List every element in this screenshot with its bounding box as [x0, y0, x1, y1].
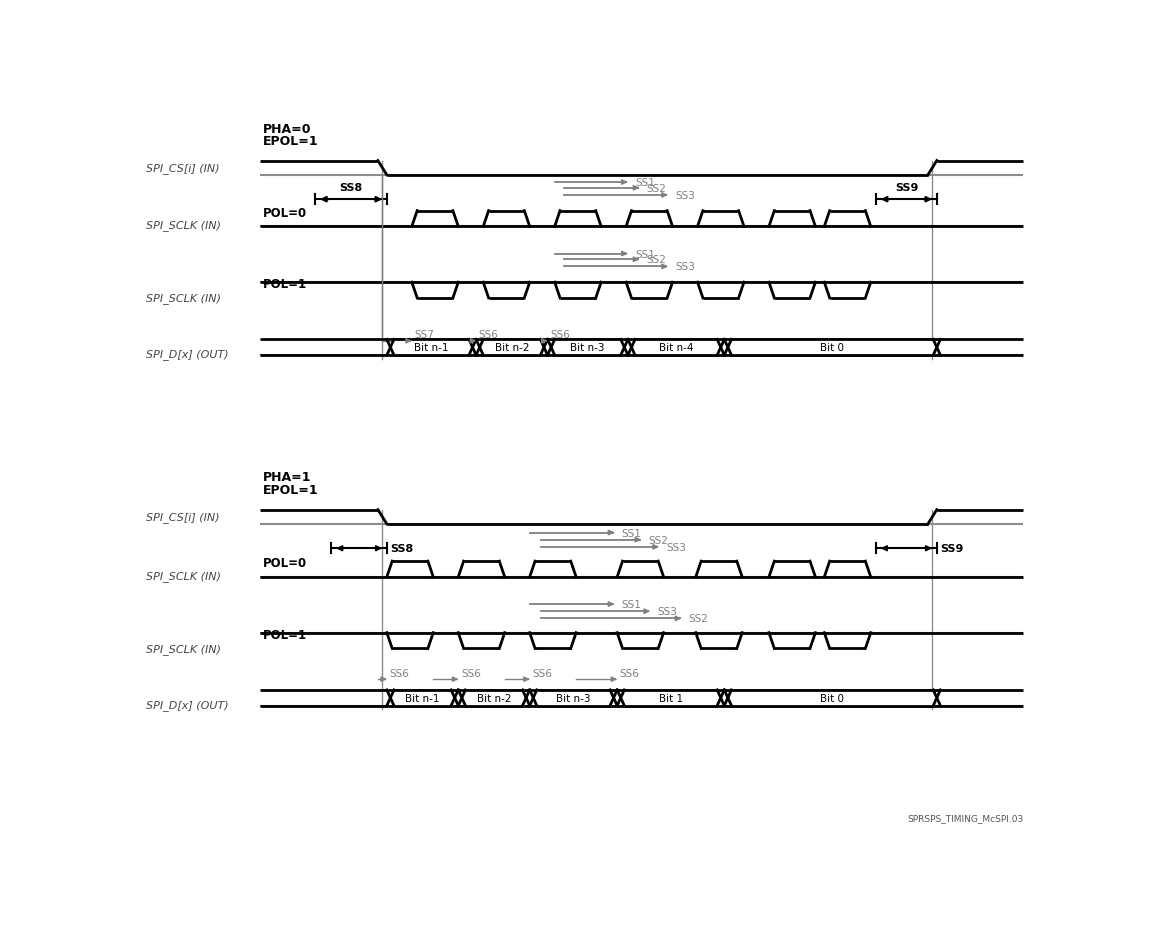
Text: Bit 0: Bit 0 [820, 342, 844, 353]
Text: SS6: SS6 [461, 668, 480, 678]
Text: EPOL=1: EPOL=1 [263, 483, 318, 496]
Text: POL=1: POL=1 [263, 628, 306, 641]
Text: SS2: SS2 [646, 184, 667, 194]
Text: SPI_D[x] (OUT): SPI_D[x] (OUT) [146, 699, 228, 710]
Text: SS7: SS7 [415, 330, 434, 340]
Text: SS6: SS6 [479, 330, 499, 340]
Text: POL=0: POL=0 [263, 206, 306, 219]
Text: SS1: SS1 [622, 599, 642, 610]
Text: SPRSPS_TIMING_McSPI.03: SPRSPS_TIMING_McSPI.03 [907, 813, 1023, 822]
Text: Bit n-4: Bit n-4 [659, 342, 694, 353]
Text: Bit n-1: Bit n-1 [415, 342, 449, 353]
Text: SS2: SS2 [689, 613, 708, 624]
Text: Bit n-3: Bit n-3 [556, 693, 591, 703]
Text: PHA=0: PHA=0 [263, 122, 311, 135]
Text: SS6: SS6 [620, 668, 639, 678]
Text: SS2: SS2 [646, 255, 667, 265]
Text: SS1: SS1 [635, 178, 655, 187]
Text: SS9: SS9 [940, 544, 964, 554]
Text: EPOL=1: EPOL=1 [263, 135, 318, 148]
Text: PHA=1: PHA=1 [263, 470, 311, 483]
Text: SPI_CS[i] (IN): SPI_CS[i] (IN) [146, 163, 219, 174]
Text: SS3: SS3 [658, 607, 677, 616]
Text: Bit 0: Bit 0 [820, 693, 844, 703]
Text: SS6: SS6 [532, 668, 552, 678]
Text: Bit n-3: Bit n-3 [570, 342, 605, 353]
Text: SS1: SS1 [622, 528, 642, 538]
Text: SPI_SCLK (IN): SPI_SCLK (IN) [146, 293, 221, 304]
Text: SS9: SS9 [895, 183, 918, 193]
Text: Bit 1: Bit 1 [659, 693, 683, 703]
Text: SPI_CS[i] (IN): SPI_CS[i] (IN) [146, 511, 219, 522]
Text: SPI_D[x] (OUT): SPI_D[x] (OUT) [146, 349, 228, 360]
Text: SS1: SS1 [635, 250, 655, 259]
Text: Bit n-2: Bit n-2 [477, 693, 511, 703]
Text: SS3: SS3 [675, 190, 695, 200]
Text: SS3: SS3 [666, 542, 687, 552]
Text: SS3: SS3 [675, 262, 695, 272]
Text: POL=0: POL=0 [263, 557, 306, 570]
Text: Bit n-1: Bit n-1 [406, 693, 440, 703]
Text: Bit n-2: Bit n-2 [494, 342, 529, 353]
Text: SS6: SS6 [389, 668, 409, 678]
Text: SPI_SCLK (IN): SPI_SCLK (IN) [146, 220, 221, 231]
Text: SS8: SS8 [391, 544, 414, 554]
Text: SS8: SS8 [340, 183, 363, 193]
Text: POL=1: POL=1 [263, 277, 306, 290]
Text: SPI_SCLK (IN): SPI_SCLK (IN) [146, 571, 221, 581]
Text: SS6: SS6 [551, 330, 570, 340]
Text: SPI_SCLK (IN): SPI_SCLK (IN) [146, 643, 221, 654]
Text: SS2: SS2 [649, 535, 668, 545]
